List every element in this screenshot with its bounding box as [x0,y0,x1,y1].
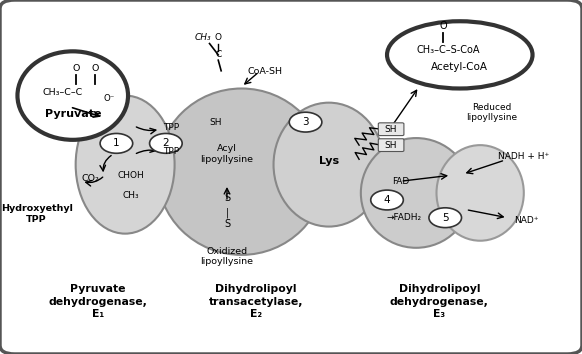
Ellipse shape [157,88,326,255]
Text: SH: SH [385,125,398,134]
Text: NADH + H⁺: NADH + H⁺ [498,152,549,161]
Text: 2: 2 [162,138,169,148]
Circle shape [429,208,462,228]
Text: 5: 5 [442,213,449,223]
Text: CH₃–C–S-CoA: CH₃–C–S-CoA [416,45,480,55]
Ellipse shape [436,145,524,241]
Text: 3: 3 [302,117,309,127]
Text: O: O [73,64,80,73]
Text: CH₃: CH₃ [194,33,211,42]
Text: Acyl
lipoyllysine: Acyl lipoyllysine [200,144,254,164]
Text: FAD: FAD [392,177,409,186]
Ellipse shape [274,103,384,227]
Text: Pyruvate
dehydrogenase,
E₁: Pyruvate dehydrogenase, E₁ [48,284,147,319]
Text: Lys: Lys [319,156,339,166]
Text: |: | [225,207,229,218]
Text: →FADH₂: →FADH₂ [387,213,422,222]
Ellipse shape [361,138,471,248]
Text: SH: SH [209,118,222,127]
Text: C: C [215,50,221,59]
Text: Reduced
lipoyllysine: Reduced lipoyllysine [466,103,517,122]
Circle shape [150,133,182,153]
Circle shape [289,112,322,132]
Text: TPP: TPP [163,123,179,132]
Text: S: S [224,193,230,203]
Text: SH: SH [385,141,398,150]
Text: O: O [439,21,448,31]
FancyBboxPatch shape [378,123,404,136]
Text: 4: 4 [384,195,391,205]
Text: CO₂: CO₂ [81,174,99,183]
Text: Dihydrolipoyl
dehydrogenase,
E₃: Dihydrolipoyl dehydrogenase, E₃ [390,284,489,319]
Text: Dihydrolipoyl
transacetylase,
E₂: Dihydrolipoyl transacetylase, E₂ [209,284,303,319]
Text: Hydroxyethyl
TPP: Hydroxyethyl TPP [1,205,73,224]
Text: Oxidized
lipoyllysine: Oxidized lipoyllysine [200,247,254,266]
Text: Pyruvate: Pyruvate [44,109,101,119]
Circle shape [100,133,133,153]
Text: O: O [215,34,222,42]
Text: Acetyl-CoA: Acetyl-CoA [431,62,488,72]
Text: S: S [224,219,230,229]
Text: CHOH: CHOH [118,171,144,180]
Ellipse shape [76,96,175,234]
Text: O: O [91,64,98,73]
Circle shape [371,190,403,210]
FancyBboxPatch shape [378,139,404,152]
Text: NAD⁺: NAD⁺ [514,216,539,225]
Ellipse shape [387,21,533,88]
Text: CoA-SH: CoA-SH [247,67,282,76]
Text: TPP: TPP [163,147,179,156]
Ellipse shape [17,51,128,140]
Text: O⁻: O⁻ [103,94,114,103]
Text: CH₃: CH₃ [123,191,139,200]
Text: CH₃–C–C: CH₃–C–C [42,87,83,97]
Text: 1: 1 [113,138,120,148]
